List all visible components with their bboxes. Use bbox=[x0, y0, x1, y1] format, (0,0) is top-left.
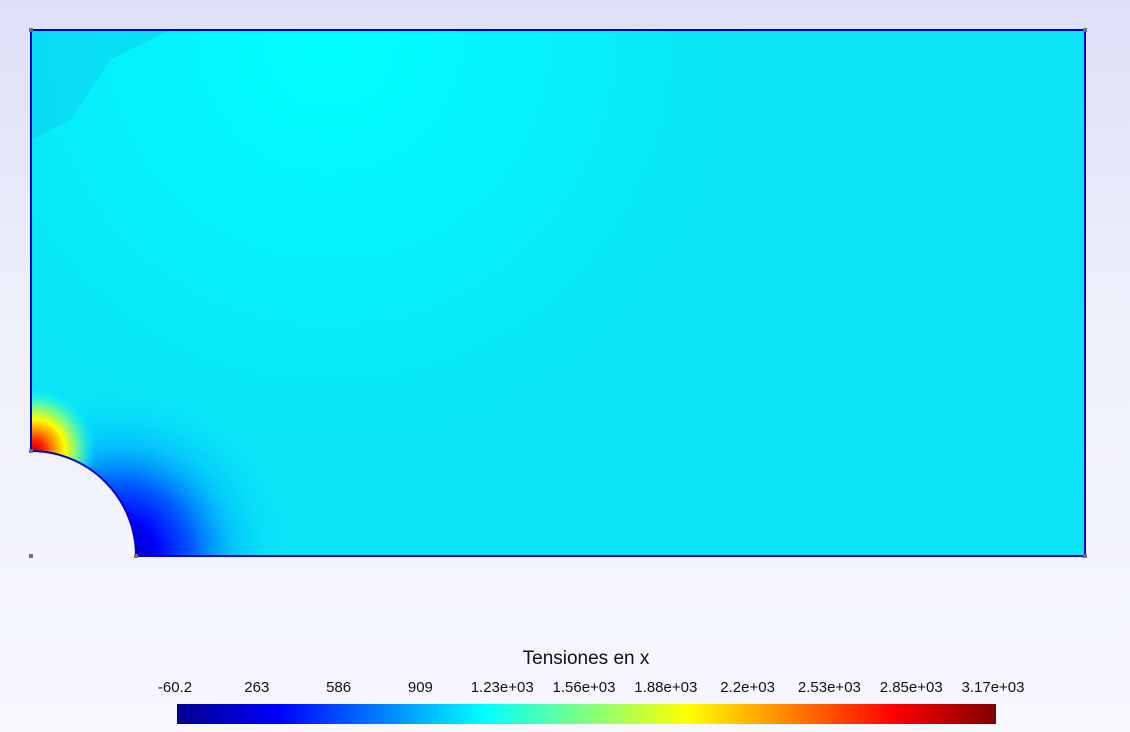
plate-border bbox=[30, 29, 1086, 557]
colorbar-title: Tensiones en x bbox=[522, 648, 650, 669]
corner-marker bbox=[29, 449, 33, 453]
stress-field-plot bbox=[29, 28, 1087, 558]
corner-marker bbox=[134, 554, 138, 558]
colorbar-tick-label: 3.17e+03 bbox=[961, 679, 1025, 696]
colorbar-tick-label: 909 bbox=[407, 679, 433, 696]
colorbar-tick-label: 586 bbox=[326, 679, 352, 696]
corner-marker bbox=[29, 28, 33, 32]
colorbar-tick-label: 2.85e+03 bbox=[879, 679, 943, 696]
field-concentration-zone bbox=[31, 380, 141, 490]
colorbar-tick-label: -60.2 bbox=[157, 679, 193, 696]
colorbar-tick-label: 2.53e+03 bbox=[797, 679, 861, 696]
colorbar-tick-label: 1.23e+03 bbox=[470, 679, 534, 696]
corner-marker bbox=[1083, 554, 1087, 558]
colorbar-tick-label: 1.56e+03 bbox=[552, 679, 616, 696]
colorbar-tick-label: 1.88e+03 bbox=[634, 679, 698, 696]
corner-marker bbox=[29, 554, 33, 558]
colorbar-tick-label: 263 bbox=[244, 679, 270, 696]
colorbar bbox=[177, 704, 996, 724]
field-corner-patch bbox=[31, 30, 170, 140]
corner-marker bbox=[1083, 28, 1087, 32]
stress-field bbox=[31, 30, 1085, 556]
corner-markers bbox=[29, 28, 1087, 558]
colorbar-tick-label: 2.2e+03 bbox=[720, 679, 775, 696]
